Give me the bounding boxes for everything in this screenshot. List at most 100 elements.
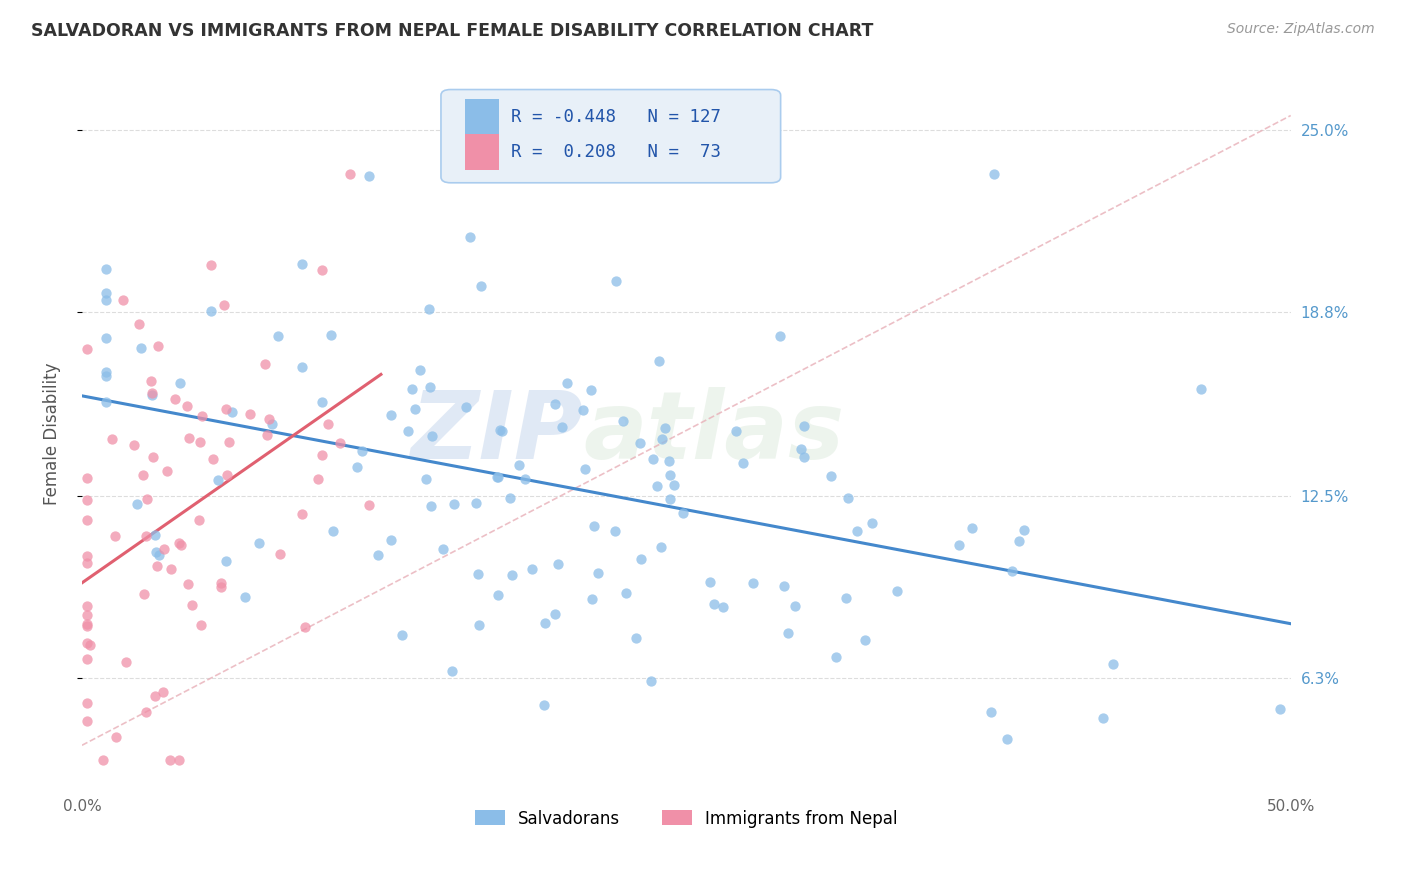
Point bbox=[253, 357, 276, 371]
Point bbox=[187, 513, 209, 527]
Point bbox=[790, 442, 813, 457]
Point bbox=[614, 586, 637, 600]
Point bbox=[76, 556, 98, 570]
Point bbox=[191, 409, 214, 423]
Point bbox=[470, 278, 492, 293]
Point bbox=[605, 524, 627, 538]
Point bbox=[724, 424, 747, 438]
Point bbox=[101, 432, 124, 446]
Point bbox=[491, 424, 513, 438]
Point bbox=[169, 376, 191, 391]
Point bbox=[76, 636, 98, 650]
Point bbox=[76, 607, 98, 622]
Text: atlas: atlas bbox=[583, 387, 845, 479]
Point bbox=[269, 547, 291, 561]
Point bbox=[93, 753, 115, 767]
Point bbox=[239, 408, 262, 422]
Point bbox=[357, 498, 380, 512]
Point bbox=[460, 229, 482, 244]
Point bbox=[391, 628, 413, 642]
Point bbox=[122, 437, 145, 451]
Point bbox=[170, 538, 193, 552]
Point bbox=[489, 423, 512, 437]
Point bbox=[163, 392, 186, 406]
Point bbox=[1091, 711, 1114, 725]
Point bbox=[125, 497, 148, 511]
Point bbox=[742, 576, 765, 591]
Point bbox=[221, 404, 243, 418]
Point bbox=[443, 497, 465, 511]
Point bbox=[640, 673, 662, 688]
Point bbox=[544, 397, 567, 411]
Point bbox=[136, 491, 159, 506]
Point bbox=[215, 468, 238, 483]
Point bbox=[346, 459, 368, 474]
Point bbox=[233, 590, 256, 604]
Point bbox=[515, 472, 537, 486]
Point bbox=[467, 618, 489, 632]
Point bbox=[76, 599, 98, 614]
FancyBboxPatch shape bbox=[465, 99, 499, 135]
Point bbox=[76, 513, 98, 527]
Point bbox=[322, 524, 344, 538]
Point bbox=[520, 562, 543, 576]
Point bbox=[143, 528, 166, 542]
Point bbox=[464, 496, 486, 510]
Point bbox=[79, 638, 101, 652]
Point bbox=[256, 427, 278, 442]
Point bbox=[824, 650, 846, 665]
Point bbox=[486, 470, 509, 484]
Point bbox=[94, 369, 117, 384]
Point bbox=[820, 469, 842, 483]
Point bbox=[156, 464, 179, 478]
Point bbox=[76, 549, 98, 563]
Point bbox=[654, 420, 676, 434]
Point bbox=[533, 615, 555, 630]
Point bbox=[419, 379, 441, 393]
Point bbox=[624, 631, 647, 645]
Point bbox=[291, 359, 314, 374]
Point bbox=[291, 257, 314, 271]
Point bbox=[612, 413, 634, 427]
FancyBboxPatch shape bbox=[441, 89, 780, 183]
Text: SALVADORAN VS IMMIGRANTS FROM NEPAL FEMALE DISABILITY CORRELATION CHART: SALVADORAN VS IMMIGRANTS FROM NEPAL FEMA… bbox=[31, 22, 873, 40]
Point bbox=[145, 545, 167, 559]
Legend: Salvadorans, Immigrants from Nepal: Salvadorans, Immigrants from Nepal bbox=[468, 803, 904, 834]
Point bbox=[359, 169, 381, 183]
Point bbox=[418, 302, 440, 317]
Point bbox=[200, 258, 222, 272]
Point bbox=[212, 298, 235, 312]
Point bbox=[104, 529, 127, 543]
Point bbox=[772, 578, 794, 592]
Point bbox=[188, 435, 211, 450]
Point bbox=[962, 520, 984, 534]
Point bbox=[769, 329, 792, 343]
Point bbox=[350, 443, 373, 458]
Point bbox=[555, 376, 578, 390]
Point bbox=[983, 167, 1005, 181]
Point bbox=[409, 363, 432, 377]
Point bbox=[467, 566, 489, 581]
Point bbox=[190, 618, 212, 632]
Point bbox=[948, 538, 970, 552]
Point bbox=[135, 529, 157, 543]
Point bbox=[76, 651, 98, 665]
Point bbox=[980, 705, 1002, 719]
Point bbox=[259, 411, 281, 425]
Point bbox=[574, 461, 596, 475]
Point bbox=[215, 554, 238, 568]
Point bbox=[145, 558, 167, 573]
Point bbox=[628, 436, 651, 450]
Point bbox=[651, 432, 673, 446]
Point bbox=[141, 388, 163, 402]
Point bbox=[658, 454, 681, 468]
Point bbox=[76, 342, 98, 356]
Point bbox=[316, 417, 339, 431]
Point bbox=[339, 167, 361, 181]
Point bbox=[76, 696, 98, 710]
Point bbox=[177, 577, 200, 591]
Point bbox=[294, 620, 316, 634]
Point bbox=[129, 341, 152, 355]
Point bbox=[401, 382, 423, 396]
Point bbox=[380, 533, 402, 547]
